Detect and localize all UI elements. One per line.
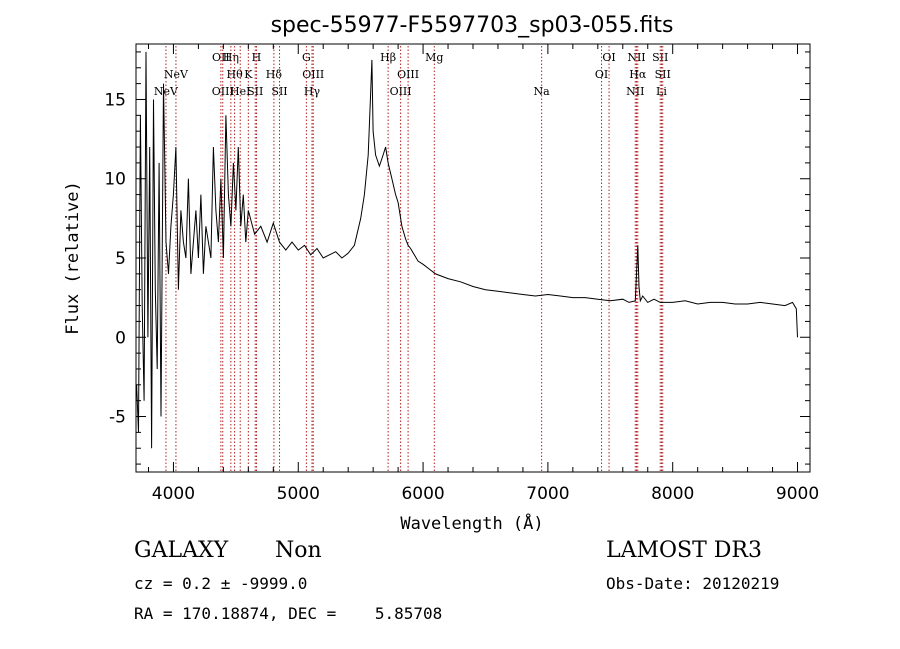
line-marker-label: OI [602,51,615,64]
line-marker-label: Hδ [266,68,283,81]
line-marker-label: OI [595,68,608,81]
y-tick-label: 0 [115,328,126,348]
y-tick-label: -5 [109,408,126,428]
object-subclass: Non [275,538,322,563]
spectrum-line [136,51,798,449]
line-marker-label: NeV [154,85,179,98]
x-tick-label: 5000 [277,484,320,504]
line-marker-label: HeI [230,85,250,98]
line-marker-label: OIII [212,85,234,98]
line-marker-label: Li [656,85,667,98]
obs-date: Obs-Date: 20120219 [606,574,780,593]
line-marker-label: OIII [302,68,324,81]
line-marker-label: Mg [425,51,443,64]
coordinates: RA = 170.18874, DEC = 5.85708 [134,604,443,623]
y-axis-label: Flux (relative) [63,181,83,335]
object-class: GALAXY [134,538,229,563]
line-marker-label: NII [626,85,644,98]
line-marker-label: H [252,51,262,64]
line-marker-label: OIII [390,85,412,98]
x-axis-label: Wavelength (Å) [400,512,543,534]
x-tick-label: 4000 [152,484,195,504]
axis-ticks: 4000 5000 6000 7000 8000 9000 -5 0 5 10 15 [104,44,819,504]
y-tick-label: 10 [104,170,126,190]
emission-line-markers: NeVNeVOIIOIIIHηHθHeIKHSIIHδSIIGOIIIHγHβO… [154,46,671,472]
line-marker-label: SII [271,85,287,98]
line-marker-label: SII [652,51,668,64]
line-marker-label: SII [655,68,671,81]
x-tick-label: 9000 [776,484,819,504]
line-marker-label: OIII [397,68,419,81]
chart-title: spec-55977-F5597703_sp03-055.fits [271,13,674,38]
line-marker-label: Hγ [304,85,321,98]
line-marker-label: Hα [629,68,647,81]
redshift-line: cz = 0.2 ± -9999.0 [134,574,308,593]
x-tick-label: 6000 [401,484,444,504]
line-marker-label: NII [627,51,645,64]
line-marker-label: SII [247,85,263,98]
survey-name: LAMOST DR3 [606,538,762,563]
x-tick-label: 7000 [526,484,569,504]
line-marker-label: Na [534,85,551,98]
line-marker-label: Hη [223,51,239,64]
line-marker-label: Hβ [380,51,396,64]
line-marker-label: NeV [164,68,189,81]
plot-frame [135,43,811,473]
line-marker-label: K [244,68,253,81]
y-tick-label: 15 [104,90,126,110]
line-marker-label: OII [212,51,230,64]
line-marker-label: G [302,51,311,64]
y-tick-label: 5 [115,249,126,269]
x-tick-label: 8000 [651,484,694,504]
line-marker-label: Hθ [226,68,243,81]
